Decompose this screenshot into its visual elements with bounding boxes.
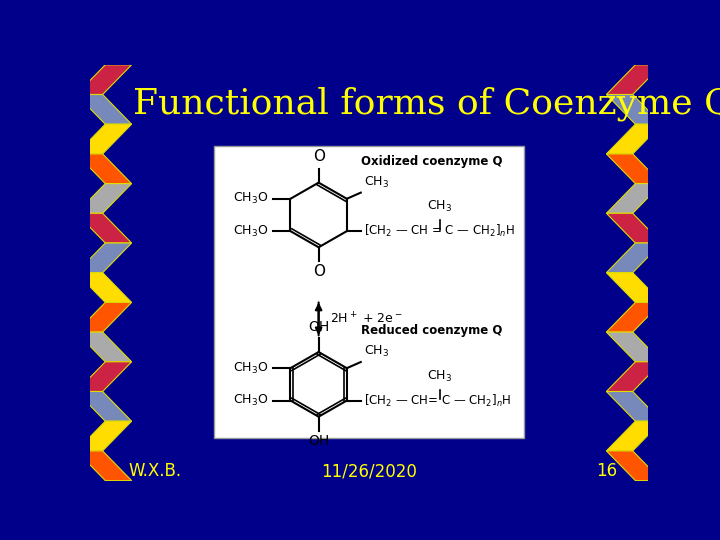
Text: CH$_3$O: CH$_3$O <box>233 224 269 239</box>
Polygon shape <box>76 273 132 302</box>
Polygon shape <box>76 213 132 243</box>
Text: Reduced coenzyme Q: Reduced coenzyme Q <box>361 324 503 337</box>
Polygon shape <box>76 302 132 332</box>
Text: [CH$_2$ — CH= C — CH$_2$]$_n$H: [CH$_2$ — CH= C — CH$_2$]$_n$H <box>364 393 511 409</box>
Text: CH$_3$: CH$_3$ <box>427 368 452 383</box>
Text: CH$_3$O: CH$_3$O <box>233 361 269 376</box>
Polygon shape <box>76 243 132 273</box>
Polygon shape <box>76 332 132 362</box>
Polygon shape <box>606 124 662 154</box>
Polygon shape <box>606 421 662 451</box>
Text: 11/26/2020: 11/26/2020 <box>321 462 417 481</box>
Polygon shape <box>76 154 132 184</box>
Polygon shape <box>76 94 132 124</box>
Polygon shape <box>76 421 132 451</box>
Polygon shape <box>76 184 132 213</box>
Polygon shape <box>606 213 662 243</box>
Polygon shape <box>606 184 662 213</box>
Polygon shape <box>76 362 132 392</box>
Polygon shape <box>606 94 662 124</box>
Polygon shape <box>606 451 662 481</box>
Text: OH: OH <box>308 320 329 334</box>
Polygon shape <box>606 243 662 273</box>
Text: CH$_3$O: CH$_3$O <box>233 393 269 408</box>
Text: O: O <box>312 149 325 164</box>
Polygon shape <box>606 332 662 362</box>
Polygon shape <box>76 392 132 421</box>
Polygon shape <box>76 124 132 154</box>
Polygon shape <box>606 362 662 392</box>
Text: W.X.B.: W.X.B. <box>129 462 182 481</box>
Text: CH$_3$: CH$_3$ <box>364 174 389 190</box>
Text: O: O <box>312 264 325 279</box>
Polygon shape <box>76 65 132 94</box>
Text: 2H$^+$ + 2e$^-$: 2H$^+$ + 2e$^-$ <box>330 311 403 327</box>
Text: Functional forms of Coenzyme Q: Functional forms of Coenzyme Q <box>132 86 720 120</box>
Text: OH: OH <box>308 434 329 448</box>
Text: CH$_3$O: CH$_3$O <box>233 191 269 206</box>
Text: [CH$_2$ — CH = C — CH$_2$]$_n$H: [CH$_2$ — CH = C — CH$_2$]$_n$H <box>364 223 515 239</box>
Text: 16: 16 <box>596 462 617 481</box>
Polygon shape <box>606 65 662 94</box>
Polygon shape <box>76 451 132 481</box>
Polygon shape <box>606 392 662 421</box>
Polygon shape <box>606 302 662 332</box>
Text: CH$_3$: CH$_3$ <box>427 199 452 214</box>
Text: CH$_3$: CH$_3$ <box>364 344 389 359</box>
Text: Oxidized coenzyme Q: Oxidized coenzyme Q <box>361 154 503 167</box>
FancyBboxPatch shape <box>214 146 524 438</box>
Polygon shape <box>606 154 662 184</box>
Polygon shape <box>606 273 662 302</box>
